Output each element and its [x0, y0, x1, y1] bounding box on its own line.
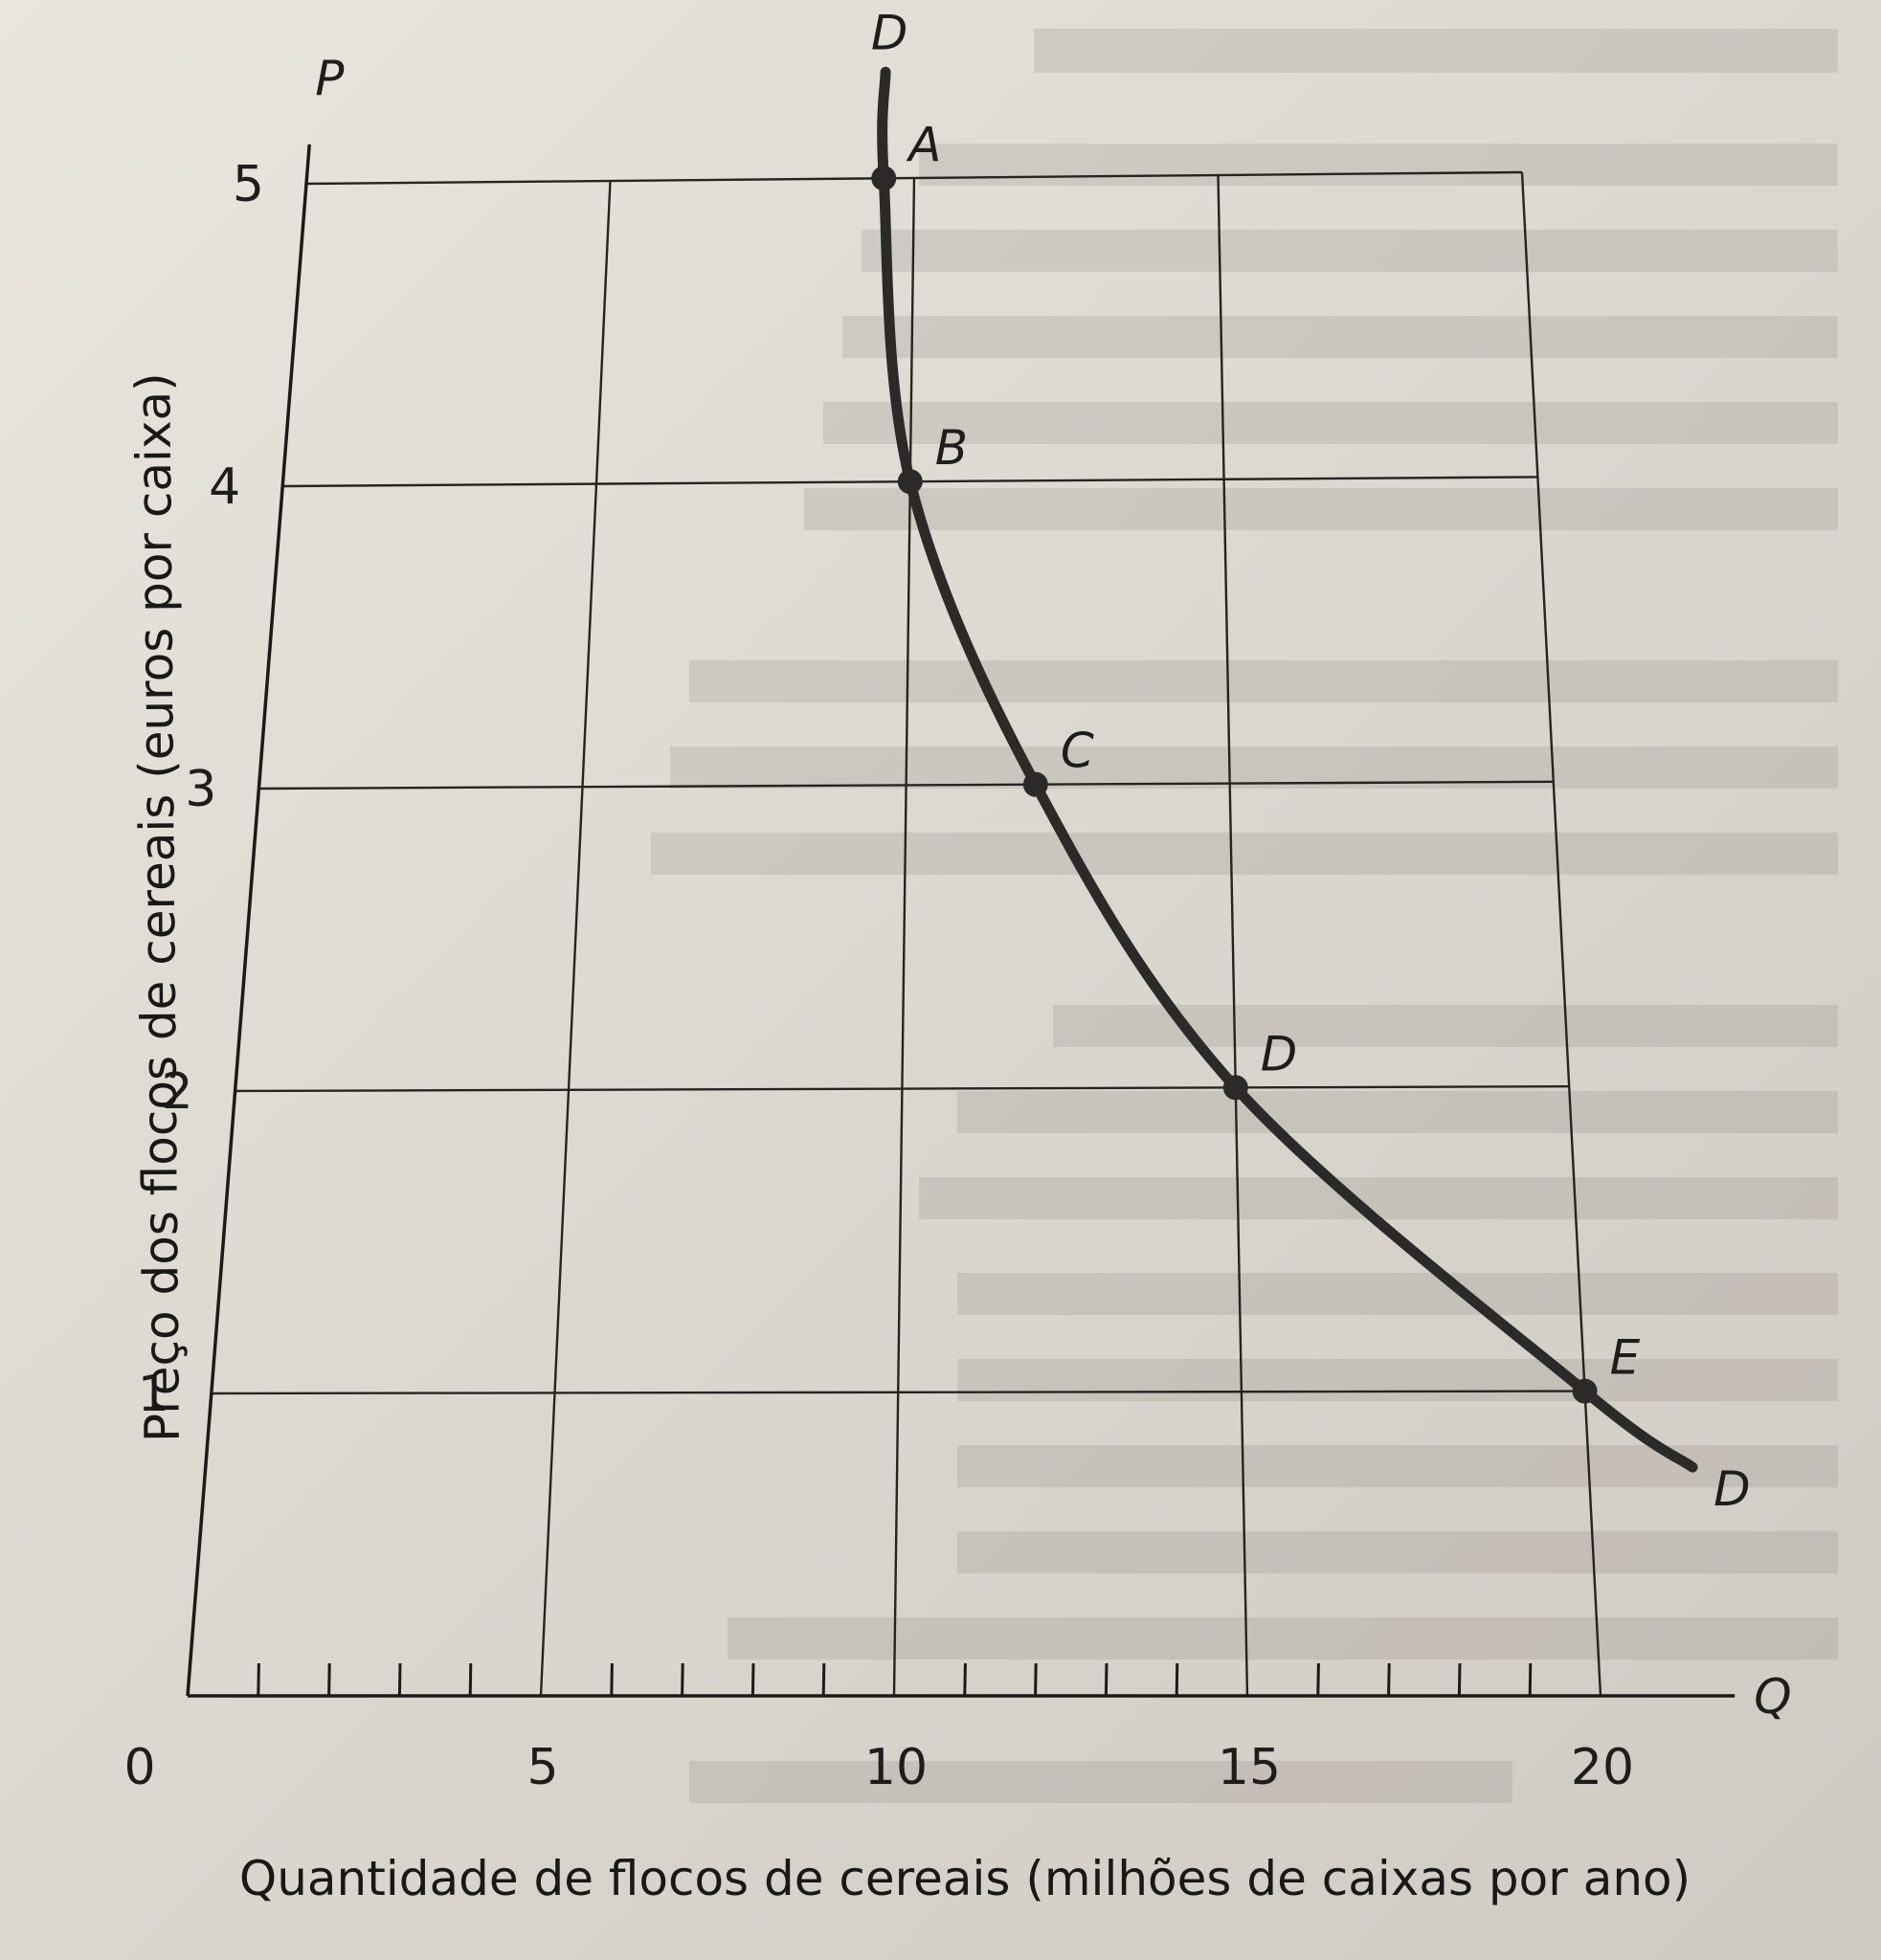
origin-label: 0 [123, 1739, 155, 1796]
data-points: A B C D E [871, 117, 1641, 1404]
x-tick-label: 20 [1571, 1739, 1634, 1796]
curve-label-top: D [871, 5, 908, 60]
x-tick-label: 5 [526, 1739, 558, 1796]
curve-label-bottom: D [1713, 1461, 1751, 1517]
point-label-E: E [1610, 1330, 1641, 1386]
x-minor-tick [468, 1662, 473, 1697]
y-tick-label: 2 [162, 1063, 193, 1121]
tick-labels: 5 10 15 20 1 2 3 4 5 [138, 156, 1634, 1796]
y-axis-line [186, 144, 311, 1697]
x-minor-tick [963, 1662, 967, 1697]
demand-curve-line [877, 66, 1698, 1473]
point-label-D: D [1261, 1026, 1298, 1081]
x-minor-tick [1175, 1662, 1179, 1697]
x-minor-tick [1034, 1662, 1038, 1697]
y-tick-label: 3 [185, 761, 216, 818]
point-label-B: B [935, 420, 968, 476]
x-minor-tick [257, 1662, 260, 1697]
point-label-A: A [906, 117, 941, 172]
point-D [1222, 1075, 1248, 1101]
y-tick-label: 4 [209, 458, 240, 516]
grid-line-x-20 [1520, 171, 1602, 1697]
demand-curve-layer: DD [871, 5, 1751, 1517]
y-axis-title: Preço dos flocos de cereais (euros por c… [125, 372, 190, 1442]
x-minor-tick [1528, 1662, 1533, 1697]
x-minor-tick [821, 1662, 826, 1697]
point-C [1022, 771, 1048, 797]
y-tick-label: 1 [138, 1366, 169, 1423]
x-minor-tick [397, 1662, 402, 1697]
grid-line-x-15 [1217, 174, 1249, 1697]
x-tick-label: 10 [864, 1739, 928, 1796]
grid-line-x-5 [539, 180, 612, 1697]
tick-marks [257, 1662, 1533, 1697]
axes [186, 144, 1735, 1698]
y-tick-label: 5 [233, 156, 264, 213]
point-B [897, 469, 923, 495]
x-tick-label: 15 [1218, 1739, 1281, 1796]
x-minor-tick [1457, 1662, 1462, 1697]
x-minor-tick [750, 1662, 755, 1697]
background-page-texture [651, 29, 1838, 1803]
x-axis-title: Quantidade de flocos de cereais (milhões… [239, 1851, 1691, 1906]
y-axis-letter: P [315, 51, 345, 106]
x-minor-tick [1316, 1662, 1320, 1697]
grid-line-x-10 [892, 177, 916, 1697]
x-minor-tick [610, 1662, 614, 1697]
point-A [871, 166, 897, 191]
point-label-C: C [1061, 724, 1094, 779]
x-axis-letter: Q [1754, 1669, 1791, 1725]
x-minor-tick [1387, 1662, 1391, 1697]
point-E [1572, 1378, 1598, 1404]
x-minor-tick [1104, 1662, 1108, 1697]
x-minor-tick [327, 1662, 331, 1697]
